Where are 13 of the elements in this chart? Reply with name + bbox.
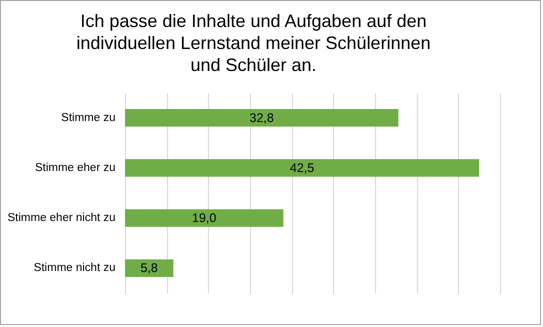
y-tick-label: Stimme zu xyxy=(61,112,116,124)
bar xyxy=(125,259,174,277)
bar xyxy=(125,109,398,127)
data-label: 42,5 xyxy=(290,160,314,175)
y-tick-label: Stimme nicht zu xyxy=(34,262,116,274)
data-label: 32,8 xyxy=(249,110,274,125)
bar xyxy=(125,209,284,227)
data-label: 19,0 xyxy=(192,211,216,226)
bar xyxy=(125,159,480,177)
chart-title: Ich passe die Inhalte und Aufgaben auf den individuellen Lernstand meiner Schülerinnen und Schüler an. xyxy=(76,11,431,75)
data-label: 5,8 xyxy=(140,261,158,276)
y-tick-label: Stimme eher nicht zu xyxy=(7,212,116,224)
y-tick-label: Stimme eher zu xyxy=(34,162,116,174)
